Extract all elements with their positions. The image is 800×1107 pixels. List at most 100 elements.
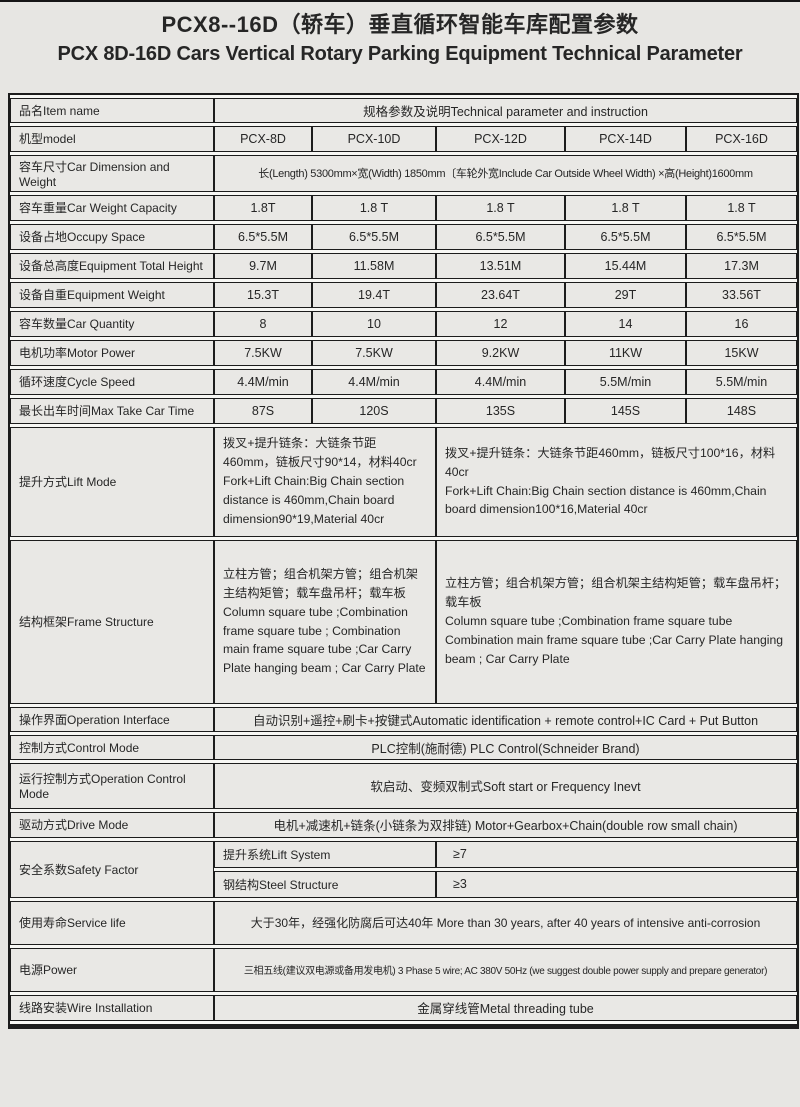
motor-power-value-1: 7.5KW — [312, 339, 436, 366]
motor-power-value-0: 7.5KW — [214, 339, 312, 366]
car-quantity-value-1: 10 — [312, 310, 436, 337]
row-total-height: 设备总高度Equipment Total Height 9.7M 11.58M … — [10, 252, 797, 279]
car-weight-value-0: 1.8T — [214, 194, 312, 221]
max-take-car-time-value-0: 87S — [214, 397, 312, 424]
row-safety-factor-steel-structure: 钢结构Steel Structure ≥3 — [10, 870, 797, 898]
power-value: 三相五线(建议双电源或备用发电机) 3 Phase 5 wire; AC 380… — [214, 947, 797, 992]
car-weight-value-3: 1.8 T — [565, 194, 686, 221]
row-label-wire-installation: 线路安装Wire Installation — [10, 994, 214, 1021]
row-label-operation-interface: 操作界面Operation Interface — [10, 706, 214, 732]
row-label-frame-structure: 结构框架Frame Structure — [10, 539, 214, 704]
row-wire-installation: 线路安装Wire Installation 金属穿线管Metal threadi… — [10, 994, 797, 1021]
cycle-speed-value-0: 4.4M/min — [214, 368, 312, 395]
safety-steel-structure-label: 钢结构Steel Structure — [214, 870, 436, 898]
row-operation-interface: 操作界面Operation Interface 自动识别+遥控+刷卡+按键式Au… — [10, 706, 797, 732]
row-occupy-space: 设备占地Occupy Space 6.5*5.5M 6.5*5.5M 6.5*5… — [10, 223, 797, 250]
max-take-car-time-value-1: 120S — [312, 397, 436, 424]
row-label-safety-factor: 安全系数Safety Factor — [10, 840, 214, 898]
car-quantity-value-2: 12 — [436, 310, 565, 337]
max-take-car-time-value-3: 145S — [565, 397, 686, 424]
parameter-table: 品名Item name 规格参数及说明Technical parameter a… — [8, 92, 799, 1029]
lift-mode-12d-16d: 拨叉+提升链条：大链条节距460mm，链板尺寸100*16，材料40cr For… — [436, 426, 797, 537]
occupy-space-value-1: 6.5*5.5M — [312, 223, 436, 250]
model-pcx-8d: PCX-8D — [214, 125, 312, 152]
safety-lift-system-label: 提升系统Lift System — [214, 840, 436, 868]
car-weight-value-4: 1.8 T — [686, 194, 797, 221]
row-label-car-quantity: 容车数量Car Quantity — [10, 310, 214, 337]
equipment-weight-value-4: 33.56T — [686, 281, 797, 308]
car-quantity-value-3: 14 — [565, 310, 686, 337]
operation-control-mode-value: 软启动、变频双制式Soft start or Frequency Inevt — [214, 762, 797, 809]
row-label-drive-mode: 驱动方式Drive Mode — [10, 811, 214, 838]
row-label-control-mode: 控制方式Control Mode — [10, 734, 214, 760]
total-height-value-3: 15.44M — [565, 252, 686, 279]
row-label-power: 电源Power — [10, 947, 214, 992]
cycle-speed-value-3: 5.5M/min — [565, 368, 686, 395]
model-pcx-16d: PCX-16D — [686, 125, 797, 152]
motor-power-value-2: 9.2KW — [436, 339, 565, 366]
drive-mode-value: 电机+减速机+链条(小链条为双排链) Motor+Gearbox+Chain(d… — [214, 811, 797, 838]
max-take-car-time-value-2: 135S — [436, 397, 565, 424]
row-label-occupy-space: 设备占地Occupy Space — [10, 223, 214, 250]
row-drive-mode: 驱动方式Drive Mode 电机+减速机+链条(小链条为双排链) Motor+… — [10, 811, 797, 838]
scan-edge-strip — [0, 0, 800, 2]
occupy-space-value-0: 6.5*5.5M — [214, 223, 312, 250]
row-car-quantity: 容车数量Car Quantity 8 10 12 14 16 — [10, 310, 797, 337]
header-spec-cell: 规格参数及说明Technical parameter and instructi… — [214, 97, 797, 123]
row-frame-structure: 结构框架Frame Structure 立柱方管；组合机架方管；组合机架主结构矩… — [10, 539, 797, 704]
model-pcx-14d: PCX-14D — [565, 125, 686, 152]
row-label-total-height: 设备总高度Equipment Total Height — [10, 252, 214, 279]
total-height-value-0: 9.7M — [214, 252, 312, 279]
model-pcx-12d: PCX-12D — [436, 125, 565, 152]
row-safety-factor-lift-system: 安全系数Safety Factor 提升系统Lift System ≥7 — [10, 840, 797, 898]
row-label-service-life: 使用寿命Service life — [10, 900, 214, 945]
row-label-motor-power: 电机功率Motor Power — [10, 339, 214, 366]
occupy-space-value-3: 6.5*5.5M — [565, 223, 686, 250]
operation-interface-value: 自动识别+遥控+刷卡+按键式Automatic identification +… — [214, 706, 797, 732]
equipment-weight-value-0: 15.3T — [214, 281, 312, 308]
row-max-take-car-time: 最长出车时间Max Take Car Time 87S 120S 135S 14… — [10, 397, 797, 424]
row-equipment-weight: 设备自重Equipment Weight 15.3T 19.4T 23.64T … — [10, 281, 797, 308]
max-take-car-time-value-4: 148S — [686, 397, 797, 424]
dimension-value: 长(Length) 5300mm×宽(Width) 1850mm〔车轮外宽Inc… — [214, 154, 797, 192]
cycle-speed-value-2: 4.4M/min — [436, 368, 565, 395]
lift-mode-8d-10d: 拨叉+提升链条：大链条节距460mm，链板尺寸90*14，材料40cr Fork… — [214, 426, 436, 537]
wire-installation-value: 金属穿线管Metal threading tube — [214, 994, 797, 1021]
page-title-chinese: PCX8--16D（轿车）垂直循环智能车库配置参数 — [161, 12, 639, 37]
row-label-car-weight: 容车重量Car Weight Capacity — [10, 194, 214, 221]
occupy-space-value-2: 6.5*5.5M — [436, 223, 565, 250]
row-power: 电源Power 三相五线(建议双电源或备用发电机) 3 Phase 5 wire… — [10, 947, 797, 992]
row-car-weight: 容车重量Car Weight Capacity 1.8T 1.8 T 1.8 T… — [10, 194, 797, 221]
car-quantity-value-4: 16 — [686, 310, 797, 337]
row-label-lift-mode: 提升方式Lift Mode — [10, 426, 214, 537]
row-item-name: 品名Item name 规格参数及说明Technical parameter a… — [10, 97, 797, 123]
row-label-equipment-weight: 设备自重Equipment Weight — [10, 281, 214, 308]
frame-structure-8d-10d: 立柱方管；组合机架方管；组合机架主结构矩管；载车盘吊杆；载车板 Column s… — [214, 539, 436, 704]
row-lift-mode: 提升方式Lift Mode 拨叉+提升链条：大链条节距460mm，链板尺寸90*… — [10, 426, 797, 537]
row-label-cycle-speed: 循环速度Cycle Speed — [10, 368, 214, 395]
equipment-weight-value-1: 19.4T — [312, 281, 436, 308]
car-weight-value-2: 1.8 T — [436, 194, 565, 221]
frame-structure-12d-16d: 立柱方管；组合机架方管；组合机架主结构矩管；载车盘吊杆；载车板 Column s… — [436, 539, 797, 704]
total-height-value-2: 13.51M — [436, 252, 565, 279]
car-quantity-value-0: 8 — [214, 310, 312, 337]
row-motor-power: 电机功率Motor Power 7.5KW 7.5KW 9.2KW 11KW 1… — [10, 339, 797, 366]
row-label-max-take-car-time: 最长出车时间Max Take Car Time — [10, 397, 214, 424]
safety-steel-structure-value: ≥3 — [436, 870, 797, 898]
row-model: 机型model PCX-8D PCX-10D PCX-12D PCX-14D P… — [10, 125, 797, 152]
model-pcx-10d: PCX-10D — [312, 125, 436, 152]
total-height-value-4: 17.3M — [686, 252, 797, 279]
row-label-dimension: 容车尺寸Car Dimension and Weight — [10, 154, 214, 192]
equipment-weight-value-2: 23.64T — [436, 281, 565, 308]
cycle-speed-value-4: 5.5M/min — [686, 368, 797, 395]
motor-power-value-3: 11KW — [565, 339, 686, 366]
page-title: PCX8--16D（轿车）垂直循环智能车库配置参数 PCX 8D-16D Car… — [0, 11, 800, 67]
equipment-weight-value-3: 29T — [565, 281, 686, 308]
row-label-item-name: 品名Item name — [10, 97, 214, 123]
car-weight-value-1: 1.8 T — [312, 194, 436, 221]
occupy-space-value-4: 6.5*5.5M — [686, 223, 797, 250]
row-label-model: 机型model — [10, 125, 214, 152]
row-label-operation-control-mode: 运行控制方式Operation Control Mode — [10, 762, 214, 809]
service-life-value: 大于30年，经强化防腐后可达40年 More than 30 years, af… — [214, 900, 797, 945]
row-cycle-speed: 循环速度Cycle Speed 4.4M/min 4.4M/min 4.4M/m… — [10, 368, 797, 395]
